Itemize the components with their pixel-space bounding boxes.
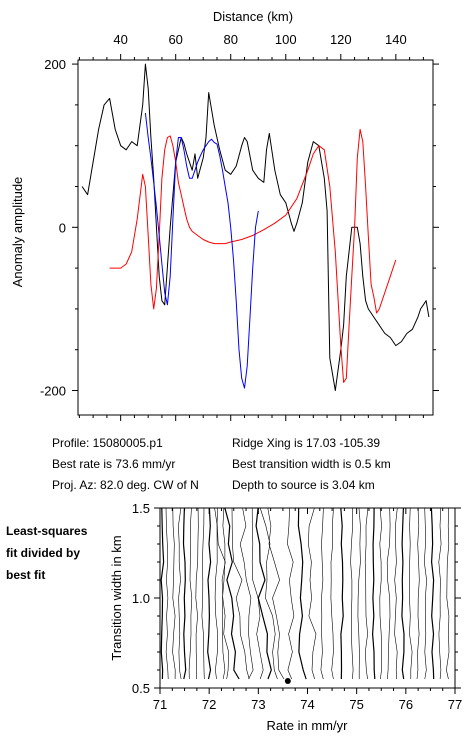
misfit-label-line-1: Least-squares xyxy=(6,524,88,538)
width-tick-label: 1.5 xyxy=(132,501,150,516)
contour-line xyxy=(255,507,272,680)
best-rate-label: Best rate is 73.6 mm/yr xyxy=(52,457,176,471)
rate-tick-label: 74 xyxy=(300,697,314,712)
contour-line xyxy=(195,507,199,679)
contour-line xyxy=(239,507,254,680)
contour-line xyxy=(259,507,278,680)
contour-line xyxy=(423,507,427,680)
best-fit-marker xyxy=(284,678,291,684)
width-tick-label: 0.5 xyxy=(132,681,150,696)
contour-line xyxy=(178,507,182,680)
contour-line xyxy=(357,507,361,679)
top-x-tick-label: 80 xyxy=(223,32,237,47)
rate-tick-label: 77 xyxy=(448,697,462,712)
contour-line xyxy=(364,507,369,680)
contour-line xyxy=(201,507,205,680)
top-x-tick-label: 60 xyxy=(168,32,182,47)
contour-line xyxy=(267,507,285,680)
y-tick-label: -200 xyxy=(40,384,66,399)
contour-line xyxy=(330,507,334,680)
contour-line xyxy=(182,507,187,680)
contour-line xyxy=(446,507,450,680)
rate-tick-label: 72 xyxy=(202,697,216,712)
contour-line xyxy=(430,507,435,680)
contour-line xyxy=(214,507,230,680)
misfit-label: Least-squares fit divided by best fit xyxy=(6,520,87,586)
contour-line xyxy=(287,507,295,680)
top-chart-frame xyxy=(77,59,434,416)
contour-line xyxy=(394,507,398,680)
top-x-tick-label: 120 xyxy=(330,32,352,47)
top-x-tick-label: 100 xyxy=(275,32,297,47)
bottom-chart-ylabel: Transition width in km xyxy=(109,535,124,660)
contour-line xyxy=(207,507,212,680)
top-chart-xlabel: Distance (km) xyxy=(213,9,293,24)
width-tick-label: 1.0 xyxy=(132,591,150,606)
contour-line xyxy=(297,507,307,680)
contour-line xyxy=(371,507,376,680)
rate-tick-label: 73 xyxy=(251,697,265,712)
best-width-label: Best transition width is 0.5 km xyxy=(232,457,391,471)
contour-line xyxy=(172,507,176,680)
model-anomaly-line xyxy=(109,128,397,383)
contour-line xyxy=(350,507,354,680)
misfit-label-line-2: fit divided by xyxy=(6,546,81,560)
depth-label: Depth to source is 3.04 km xyxy=(232,478,375,492)
profile-label: Profile: 15080005.p1 xyxy=(52,436,163,450)
contour-line xyxy=(340,507,344,680)
observed-anomaly-line xyxy=(81,63,430,391)
top-chart-series xyxy=(81,63,430,391)
rate-tick-label: 76 xyxy=(399,697,413,712)
bottom-chart-ticks: 71 72 73 74 75 76 77 1.5 1.0 0.5 xyxy=(132,501,462,712)
contour-line xyxy=(416,507,420,680)
misfit-label-line-3: best fit xyxy=(6,568,46,582)
proj-az-label: Proj. Az: 82.0 deg. CW of N xyxy=(52,478,199,492)
top-chart-ylabel: Anomaly amplitude xyxy=(10,177,25,288)
rate-tick-label: 75 xyxy=(349,697,363,712)
contour-line xyxy=(320,507,324,680)
contour-lines xyxy=(160,507,450,680)
rate-tick-label: 71 xyxy=(153,697,167,712)
bottom-chart-xlabel: Rate in mm/yr xyxy=(267,718,349,733)
contour-line xyxy=(231,507,250,680)
top-x-tick-label: 140 xyxy=(385,32,407,47)
contour-line xyxy=(165,507,169,680)
contour-line xyxy=(438,507,442,680)
y-tick-label: 0 xyxy=(59,220,66,235)
contour-line xyxy=(307,507,317,680)
ridge-xing-label: Ridge Xing is 17.03 -105.39 xyxy=(232,436,381,450)
contour-line xyxy=(386,507,391,680)
contour-line xyxy=(409,507,413,679)
top-chart-svg: 40 60 80 100 120 140 200 0 -200 Distance (km) An… xyxy=(10,9,439,421)
top-x-tick-label: 40 xyxy=(113,32,127,47)
contour-line xyxy=(224,507,240,680)
y-tick-label: 200 xyxy=(44,57,66,72)
top-chart-ticks: 40 60 80 100 120 140 200 0 -200 xyxy=(40,32,439,421)
contour-line xyxy=(379,507,383,680)
top-chart: 40 60 80 100 120 140 200 0 -200 Distance (km) An… xyxy=(10,9,439,421)
bottom-chart: 71 72 73 74 75 76 77 1.5 1.0 0.5 Rate in mm/yr Tr… xyxy=(0,490,467,745)
contour-line xyxy=(160,507,165,680)
contour-line xyxy=(188,507,193,680)
contour-line xyxy=(401,507,405,680)
fit-window-line xyxy=(144,112,259,389)
bottom-chart-svg: 71 72 73 74 75 76 77 1.5 1.0 0.5 Rate in mm/yr Tr… xyxy=(109,501,462,733)
bottom-chart-frame xyxy=(159,507,456,689)
contour-line xyxy=(214,507,219,680)
